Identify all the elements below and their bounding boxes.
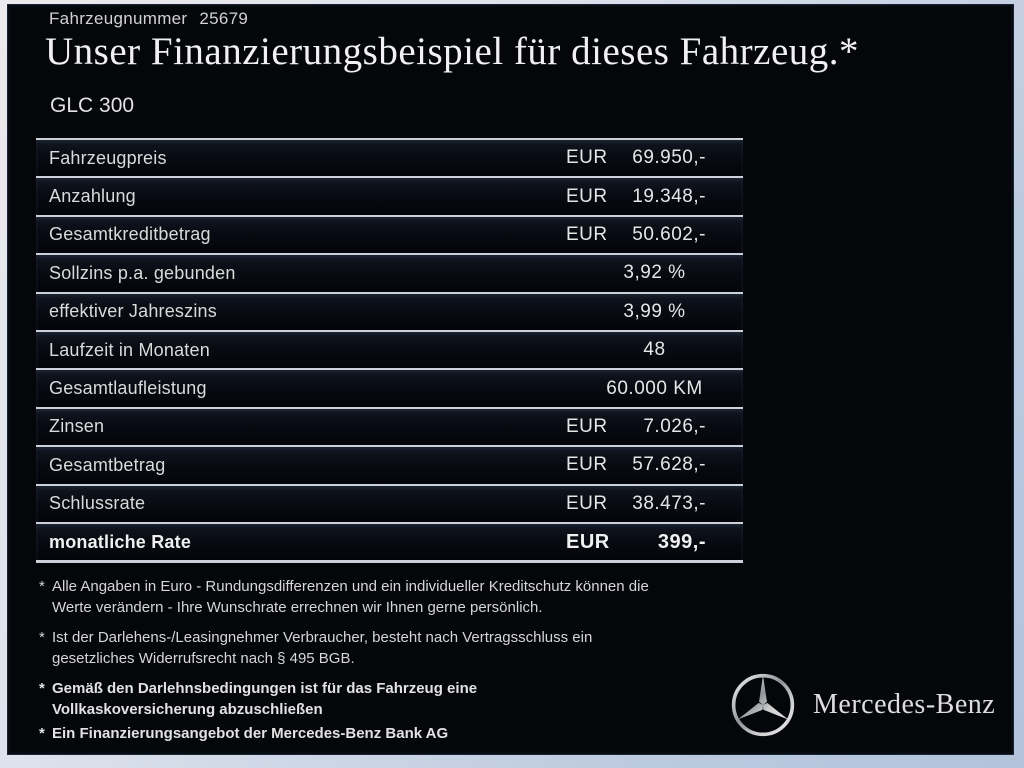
table-row: Gesamtbetrag EUR 57.628,-: [36, 445, 743, 484]
footnote: * Ein Finanzierungsangebot der Mercedes-B…: [39, 723, 739, 744]
currency-label: EUR: [566, 185, 608, 207]
row-label: Sollzins p.a. gebunden: [49, 262, 236, 283]
brand: Mercedes-Benz: [730, 672, 995, 738]
footnote-line: Ein Finanzierungsangebot der Mercedes-Be…: [52, 725, 449, 742]
row-label: effektiver Jahreszins: [49, 301, 217, 322]
footnote: * Gemäß den Darlehnsbedingungen ist für d…: [39, 678, 739, 720]
footnote-line: Vollkaskoversicherung abzuschließen: [52, 701, 323, 718]
mercedes-star-icon: [731, 673, 795, 737]
footnote-line: Gemäß den Darlehnsbedingungen ist für da…: [52, 680, 478, 697]
currency-label: EUR: [566, 454, 608, 476]
currency-label: EUR: [566, 415, 608, 437]
amount: 7.026,-: [643, 415, 706, 437]
footnotes: * Alle Angaben in Euro - Rundungsdifferen…: [39, 576, 739, 747]
table-row: Laufzeit in Monaten 48: [36, 329, 743, 369]
currency-label: EUR: [566, 492, 608, 514]
row-label: Gesamtkreditbetrag: [49, 224, 211, 245]
row-value: 3,99 %: [623, 300, 686, 322]
footnote-marker: *: [39, 680, 45, 697]
row-label: Gesamtbetrag: [49, 454, 166, 475]
footnote-marker: *: [39, 629, 45, 646]
row-value: EUR 69.950,-: [566, 147, 743, 169]
amount: 399,-: [657, 530, 706, 553]
row-label: Zinsen: [49, 416, 105, 437]
footnote-line: gesetzliches Widerrufsrecht nach § 495 B…: [52, 650, 355, 667]
amount: 50.602,-: [632, 223, 706, 245]
table-row: monatliche Rate EUR 399,-: [36, 521, 743, 561]
amount: 38.473,-: [632, 492, 706, 514]
vehicle-number: Fahrzeugnummer 25679: [49, 9, 248, 29]
row-value: EUR 50.602,-: [566, 224, 743, 246]
row-label: Schlussrate: [49, 493, 146, 514]
row-label: Laufzeit in Monaten: [49, 339, 210, 360]
row-value: EUR 399,-: [566, 531, 743, 554]
table-row: Zinsen EUR 7.026,-: [36, 406, 743, 446]
vehicle-number-label: Fahrzeugnummer: [49, 9, 188, 28]
vehicle-model: GLC 300: [50, 94, 135, 117]
footnote-line: Werte verändern - Ihre Wunschrate errech…: [52, 599, 543, 616]
currency-label: EUR: [566, 147, 608, 169]
row-label: monatliche Rate: [49, 531, 192, 552]
row-value: 3,92 %: [623, 262, 686, 284]
table-row: Sollzins p.a. gebunden 3,92 %: [36, 253, 743, 292]
row-label: Anzahlung: [49, 186, 136, 207]
row-label: Fahrzeugpreis: [49, 147, 167, 168]
financing-sheet: Fahrzeugnummer 25679 Unser Finanzierungsb…: [7, 4, 1014, 755]
footnote: * Alle Angaben in Euro - Rundungsdifferen…: [39, 576, 739, 618]
footnote: * Ist der Darlehens-/Leasingnehmer Verbra…: [39, 627, 739, 669]
table-row: Gesamtlaufleistung 60.000 KM: [36, 368, 743, 407]
table-row: effektiver Jahreszins 3,99 %: [36, 291, 743, 330]
footnote-marker: *: [39, 578, 45, 595]
row-value: EUR 57.628,-: [566, 454, 743, 476]
row-value: 60.000 KM: [606, 377, 703, 399]
footnote-marker: *: [39, 725, 45, 742]
vehicle-number-value: 25679: [199, 9, 249, 28]
amount: 57.628,-: [632, 454, 706, 476]
amount: 19.348,-: [632, 185, 706, 207]
table-row: Schlussrate EUR 38.473,-: [36, 483, 743, 522]
table-row: Gesamtkreditbetrag EUR 50.602,-: [36, 214, 743, 254]
footnote-line: Ist der Darlehens-/Leasingnehmer Verbrau…: [52, 629, 593, 646]
row-value: EUR 38.473,-: [566, 493, 743, 515]
table-row: Anzahlung EUR 19.348,-: [36, 176, 743, 215]
row-label: Gesamtlaufleistung: [49, 378, 207, 399]
table-row: Fahrzeugpreis EUR 69.950,-: [36, 138, 743, 177]
row-value: EUR 19.348,-: [566, 186, 743, 208]
finance-table: Fahrzeugpreis EUR 69.950,- Anzahlung EUR 19.3…: [36, 138, 743, 564]
page-title: Unser Finanzierungsbeispiel für dieses F…: [45, 30, 860, 73]
currency-label: EUR: [566, 223, 608, 245]
footnote-line: Alle Angaben in Euro - Rundungsdifferenz…: [52, 578, 649, 595]
row-value: EUR 7.026,-: [566, 416, 743, 438]
currency-label: EUR: [566, 530, 610, 553]
row-value: 48: [643, 339, 666, 361]
amount: 69.950,-: [632, 147, 706, 169]
brand-name: Mercedes-Benz: [813, 689, 996, 720]
